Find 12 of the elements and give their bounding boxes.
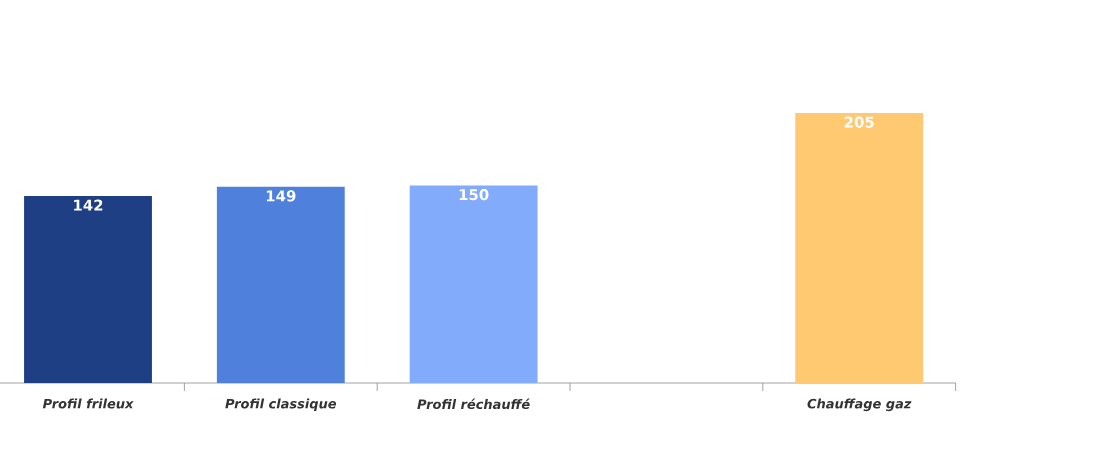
bar xyxy=(216,186,345,383)
data-label: 142 xyxy=(74,199,103,211)
data-label: 150 xyxy=(459,188,489,201)
x-tick-label: Profil classique xyxy=(225,398,337,412)
x-tick-label: Profil réchauffé xyxy=(417,398,530,410)
bar xyxy=(795,113,924,383)
data-label: 205 xyxy=(844,116,874,128)
bar xyxy=(409,185,538,383)
data-label: 149 xyxy=(266,190,296,202)
x-tick-label: Profil frileux xyxy=(42,398,134,409)
bar xyxy=(24,195,152,383)
x-tick-label: Chauffage gaz xyxy=(807,398,912,412)
